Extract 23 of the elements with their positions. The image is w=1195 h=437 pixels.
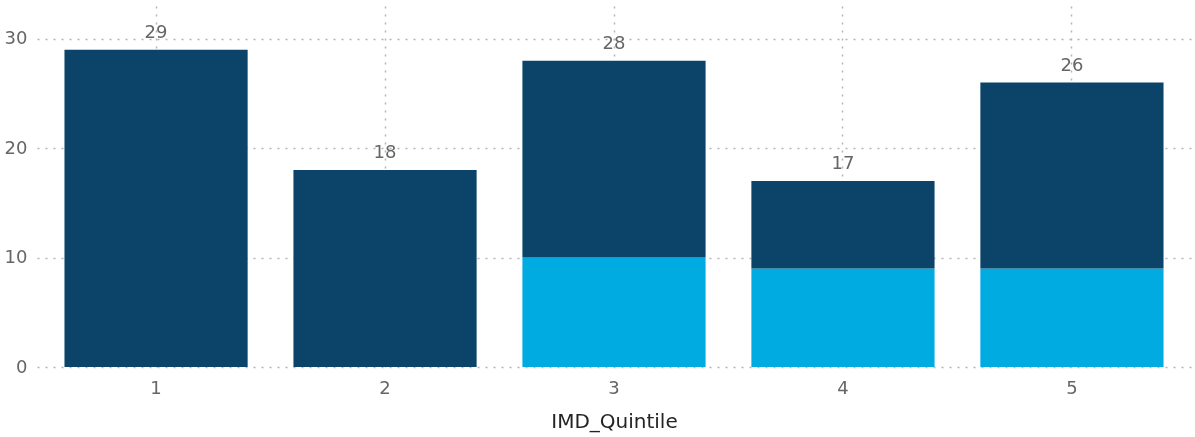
total-label: 26 xyxy=(1060,53,1084,75)
bar xyxy=(980,82,1164,269)
bar xyxy=(980,268,1164,367)
total-label: 28 xyxy=(602,31,626,53)
x-tick-label: 1 xyxy=(150,376,162,398)
total-label: 17 xyxy=(831,152,855,174)
x-tick-label: 2 xyxy=(379,376,391,398)
bar xyxy=(64,49,248,367)
bar xyxy=(293,170,477,367)
total-label: 18 xyxy=(373,141,397,163)
x-tick-label: 4 xyxy=(837,376,849,398)
bar xyxy=(522,257,706,367)
bar xyxy=(522,60,706,258)
y-tick-label: 20 xyxy=(4,136,28,158)
y-tick-label: 0 xyxy=(16,355,28,377)
x-tick-label: 5 xyxy=(1066,376,1078,398)
y-tick-label: 30 xyxy=(4,27,28,49)
bar xyxy=(751,181,935,269)
bar xyxy=(751,268,935,367)
x-tick-label: 3 xyxy=(608,376,620,398)
x-axis-title: IMD_Quintile xyxy=(551,408,678,433)
y-tick-label: 10 xyxy=(4,246,28,268)
total-label: 29 xyxy=(144,20,168,42)
